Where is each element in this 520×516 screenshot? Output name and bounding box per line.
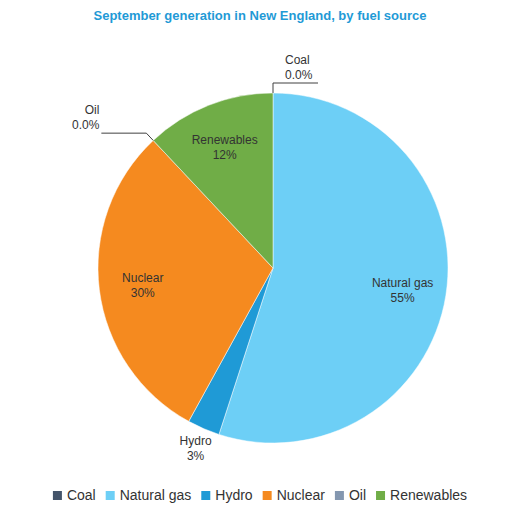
slices — [98, 93, 448, 443]
data-label-name: Natural gas — [372, 276, 433, 290]
title: September generation in New England, by … — [93, 8, 426, 23]
leader-line — [273, 83, 318, 93]
legend-swatch — [263, 491, 272, 500]
data-label-name: Hydro — [180, 434, 212, 448]
legend-label: Natural gas — [120, 487, 192, 503]
data-label: 3% — [187, 449, 205, 463]
data-label-name: Renewables — [192, 133, 258, 147]
data-label: 0.0% — [72, 118, 100, 132]
legend-swatch — [376, 491, 385, 500]
data-label: 30% — [131, 286, 155, 300]
chart: September generation in New England, by … — [0, 0, 520, 516]
legend-swatch — [106, 491, 115, 500]
data-label-name: Oil — [85, 103, 100, 117]
data-label: 12% — [213, 148, 237, 162]
legend-swatch — [335, 491, 344, 500]
legend-swatch — [201, 491, 210, 500]
data-label: 0.0% — [285, 68, 313, 82]
data-label: 55% — [391, 291, 415, 305]
legend-label: Oil — [349, 487, 366, 503]
legend-swatch — [53, 491, 62, 500]
legend: Coal Natural gas Hydro Nuclear Oil Renewables — [53, 487, 467, 503]
legend-label: Coal — [67, 487, 96, 503]
legend-label: Hydro — [215, 487, 253, 503]
leader-line — [101, 133, 153, 140]
data-labels: Coal0.0%Natural gas55%Hydro3%Nuclear30%O… — [72, 53, 433, 463]
legend-label: Renewables — [390, 487, 467, 503]
data-label-name: Nuclear — [122, 271, 163, 285]
legend-label: Nuclear — [277, 487, 326, 503]
data-label-name: Coal — [285, 53, 310, 67]
slice — [153, 93, 273, 268]
